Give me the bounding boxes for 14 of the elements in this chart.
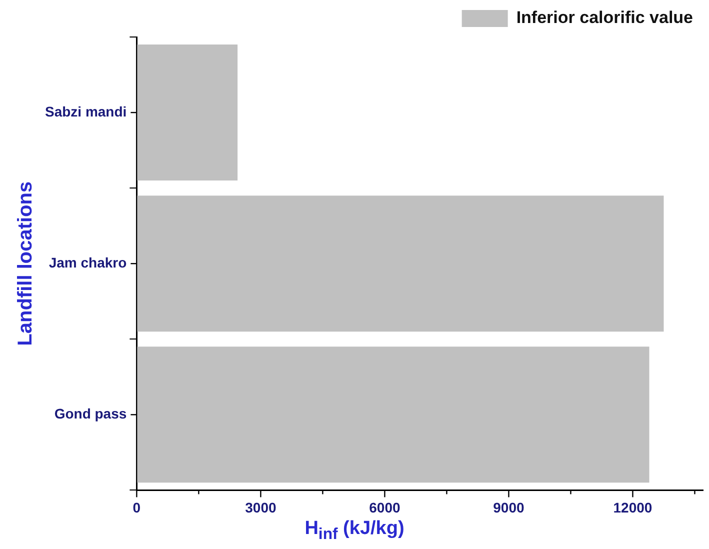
x-tick-label: 6000 — [369, 499, 400, 516]
bar — [137, 196, 664, 332]
legend-label: Inferior calorific value — [516, 8, 694, 28]
x-axis-title: H$_{inf}$ (kJ/kg) — [304, 518, 406, 544]
x-tick-label: 12000 — [613, 499, 652, 516]
bar — [137, 44, 238, 181]
y-axis-title: Landfill locations — [14, 181, 37, 346]
y-tick-label: Jam chakro — [48, 254, 127, 270]
bar — [137, 346, 650, 483]
x-tick-label: 3000 — [245, 499, 276, 516]
x-tick-label: 9000 — [493, 499, 524, 516]
x-tick-label: 0 — [132, 499, 141, 516]
y-tick-label: Gond pass — [54, 406, 127, 422]
y-tick-label: Sabzi mandi — [44, 103, 127, 120]
